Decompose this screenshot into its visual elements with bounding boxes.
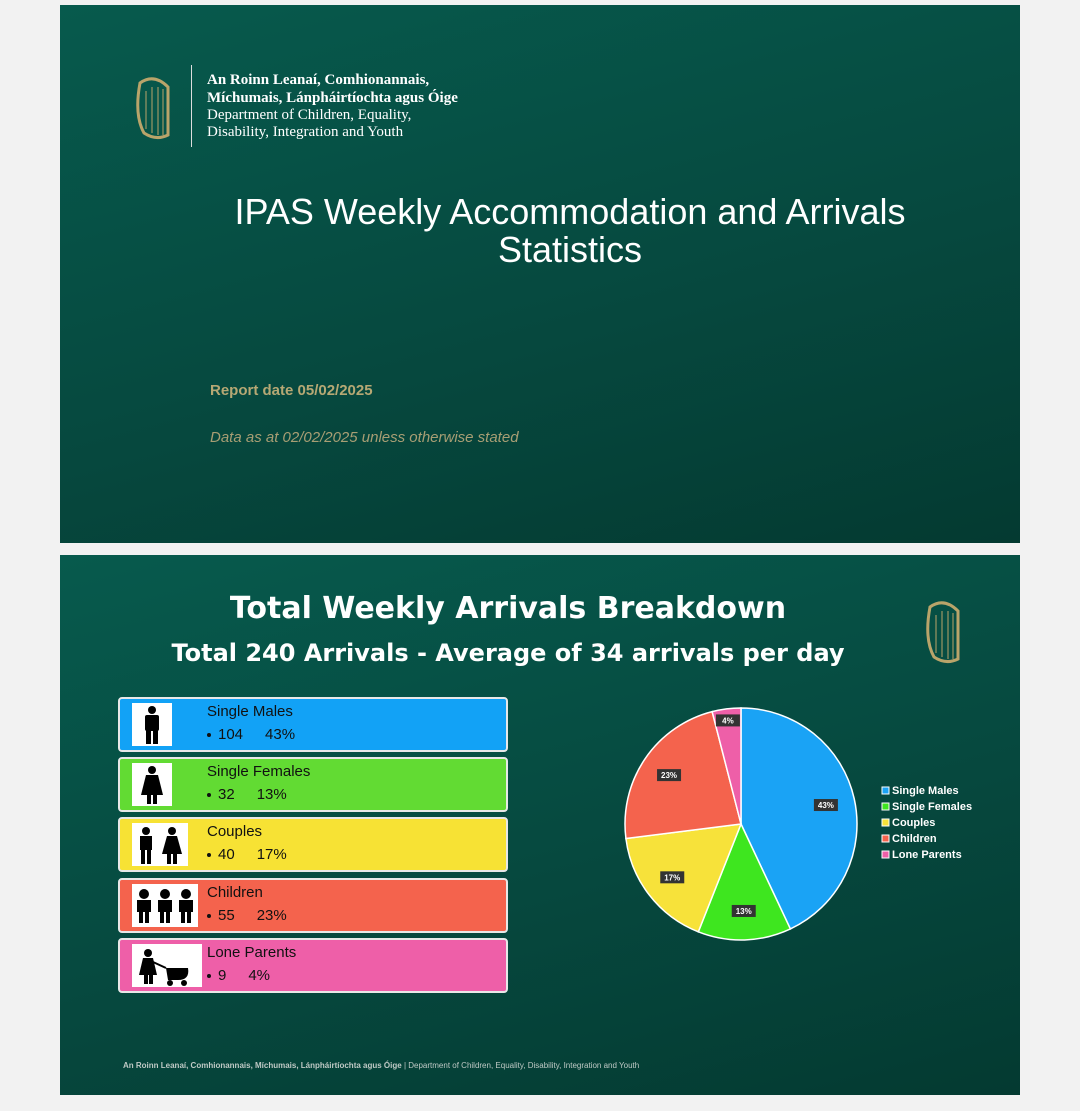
card-stats: 9 4% [207, 967, 270, 984]
logo-line: Disability, Integration and Youth [207, 124, 404, 140]
title-slide: An Roinn Leanaí, Comhionannais, Míchumai… [60, 5, 1020, 543]
card-name: Couples [207, 823, 263, 840]
category-card: Couples 40 17% [118, 817, 508, 872]
category-card: Single Females 32 13% [118, 757, 508, 812]
card-count: 32 [218, 786, 235, 803]
card-percent: 4% [248, 967, 271, 984]
value-label: 23% [661, 771, 677, 780]
harp-logo [926, 601, 960, 664]
card-count: 9 [218, 967, 227, 984]
card-stats: 32 13% [207, 786, 287, 803]
footer: An Roinn Leanaí, Comhionannais, Míchumai… [123, 1061, 639, 1070]
pie-slice [624, 710, 742, 840]
card-count: 104 [218, 726, 244, 743]
value-label: 4% [722, 716, 734, 725]
icon [132, 703, 172, 746]
legend-swatch [881, 802, 890, 811]
card-stats: 104 43% [207, 726, 295, 743]
value-label-bg [660, 871, 685, 884]
card-stats: 55 23% [207, 907, 287, 924]
category-card: Single Males 104 43% [118, 697, 508, 752]
pie-slice [697, 822, 792, 941]
arrivals-slide: Total Weekly Arrivals Breakdown Total 24… [60, 555, 1020, 1095]
legend-label: Single Females [892, 801, 972, 813]
icon [132, 944, 202, 987]
data-note: Data as at 02/02/2025 unless otherwise s… [210, 429, 519, 446]
card-name: Lone Parents [207, 944, 297, 961]
card-name: Children [207, 884, 263, 901]
pie-chart: 43% 13% 17% 23% 4% Single Males Single Females… [624, 707, 972, 941]
pie-slice [740, 707, 858, 930]
card-percent: 43% [265, 726, 296, 743]
icon [132, 823, 188, 866]
logo-irish: An Roinn Leanaí, Comhionannais, Míchumai… [207, 71, 458, 107]
card-stats: 40 17% [207, 846, 287, 863]
value-label-bg [715, 714, 740, 727]
legend-swatch [881, 834, 890, 843]
card-count: 55 [218, 907, 235, 924]
slide-subtitle: Total 240 Arrivals - Average of 34 arriv… [171, 639, 845, 667]
legend-swatch [881, 850, 890, 859]
category-card: Children 55 23% [118, 878, 508, 933]
legend-label: Lone Parents [892, 849, 962, 861]
legend-swatch [881, 786, 890, 795]
slide-title: IPAS Weekly Accommodation and Arrivals S… [60, 193, 1020, 269]
card-name: Single Females [207, 763, 311, 780]
card-name: Single Males [207, 703, 293, 720]
category-card: Lone Parents 9 4% [118, 938, 508, 993]
logo-english: Department of Children, Equality, Disabi… [207, 107, 411, 141]
legend-swatch [881, 818, 890, 827]
icon [132, 763, 172, 806]
legend-label: Couples [892, 817, 935, 829]
logo-line: Department of Children, Equality, [207, 107, 412, 123]
card-percent: 23% [256, 907, 287, 924]
title-line: Statistics [497, 229, 643, 270]
pie-slice [711, 707, 742, 825]
value-label: 43% [818, 801, 834, 810]
value-label: 13% [736, 907, 752, 916]
logo-line: An Roinn Leanaí, Comhionannais, [207, 72, 430, 88]
value-label-bg [813, 799, 838, 812]
logo-line: Míchumais, Lánpháirtíochta agus Óige [207, 90, 458, 106]
footer-english: Department of Children, Equality, Disabi… [408, 1061, 640, 1070]
card-percent: 17% [256, 846, 287, 863]
slide-title: Total Weekly Arrivals Breakdown [229, 591, 787, 626]
harp-logo [136, 77, 170, 140]
title-line: IPAS Weekly Accommodation and Arrivals [234, 191, 906, 232]
report-date: Report date 05/02/2025 [210, 382, 373, 399]
legend-label: Single Males [892, 785, 959, 797]
value-label: 17% [664, 873, 680, 882]
logo-divider [191, 65, 192, 147]
footer-irish: An Roinn Leanaí, Comhionannais, Míchumai… [123, 1061, 402, 1070]
value-label-bg [657, 769, 682, 782]
card-percent: 13% [256, 786, 287, 803]
value-label-bg [731, 904, 756, 917]
footer-separator: | [403, 1061, 407, 1070]
card-count: 40 [218, 846, 235, 863]
legend-label: Children [892, 833, 937, 845]
icon [132, 884, 198, 927]
